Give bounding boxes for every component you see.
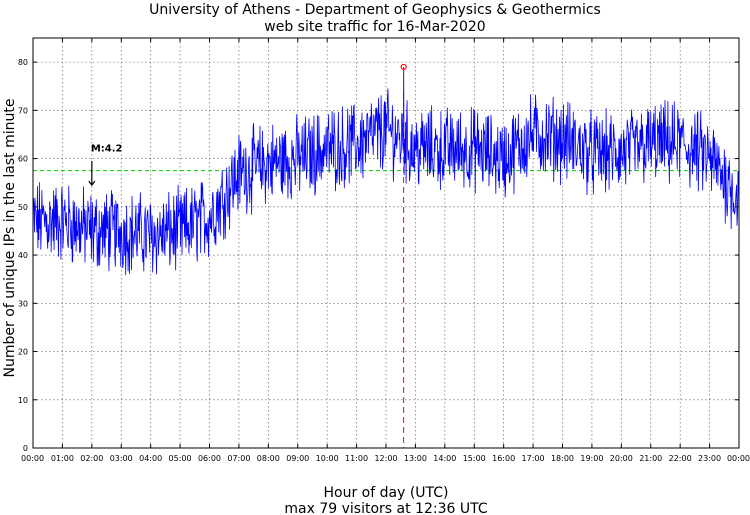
y-tick-label: 0 <box>23 444 28 453</box>
x-tick-label: 13:00 <box>404 454 427 463</box>
x-tick-label: 06:00 <box>198 454 221 463</box>
y-tick-label: 30 <box>18 299 28 308</box>
x-tick-label: 19:00 <box>580 454 603 463</box>
y-tick-label: 40 <box>18 251 28 260</box>
footer-max-visitors: max 79 visitors at 12:36 UTC <box>284 501 487 515</box>
x-tick-label: 00:00 <box>21 454 44 463</box>
x-tick-label: 17:00 <box>522 454 545 463</box>
y-tick-label: 20 <box>18 348 28 357</box>
x-tick-label: 20:00 <box>610 454 633 463</box>
plot-frame <box>32 37 740 449</box>
y-axis-ticks: 0 10 20 30 40 50 60 70 80 <box>18 58 739 453</box>
x-tick-label: 05:00 <box>169 454 192 463</box>
annotation-arrow-icon <box>88 161 96 187</box>
y-tick-label: 10 <box>18 396 28 405</box>
x-tick-label: 14:00 <box>433 454 456 463</box>
x-tick-label: 12:00 <box>374 454 397 463</box>
x-tick-label: 04:00 <box>139 454 162 463</box>
x-tick-label: 22:00 <box>669 454 692 463</box>
x-tick-label: 21:00 <box>639 454 662 463</box>
x-tick-label: 08:00 <box>257 454 280 463</box>
series-line <box>32 66 740 276</box>
y-tick-label: 70 <box>18 106 28 115</box>
x-tick-label: 11:00 <box>345 454 368 463</box>
chart-title: University of Athens - Department of Geo… <box>149 2 601 18</box>
x-tick-label: 01:00 <box>51 454 74 463</box>
x-tick-label: 18:00 <box>551 454 574 463</box>
x-axis-label: Hour of day (UTC) <box>324 485 449 501</box>
x-tick-label: 09:00 <box>286 454 309 463</box>
annotation-label: M:4.2 <box>91 143 123 154</box>
y-tick-label: 50 <box>18 203 28 212</box>
x-tick-label: 00:00 <box>727 454 750 463</box>
x-tick-label: 03:00 <box>110 454 133 463</box>
y-tick-label: 80 <box>18 58 28 67</box>
x-tick-label: 07:00 <box>227 454 250 463</box>
grid <box>33 38 739 448</box>
x-axis-ticks: 00:00 01:00 02:00 03:00 04:00 05:00 06:00 07:00… <box>21 38 750 463</box>
x-tick-label: 16:00 <box>492 454 515 463</box>
x-tick-label: 10:00 <box>316 454 339 463</box>
y-tick-label: 60 <box>18 155 28 164</box>
x-tick-label: 15:00 <box>463 454 486 463</box>
chart-subtitle: web site traffic for 16-Mar-2020 <box>264 19 485 35</box>
peak-marker-dot <box>400 63 407 71</box>
x-tick-label: 02:00 <box>80 454 103 463</box>
y-axis-label: Number of unique IPs in the last minute <box>2 99 18 378</box>
x-tick-label: 23:00 <box>698 454 721 463</box>
